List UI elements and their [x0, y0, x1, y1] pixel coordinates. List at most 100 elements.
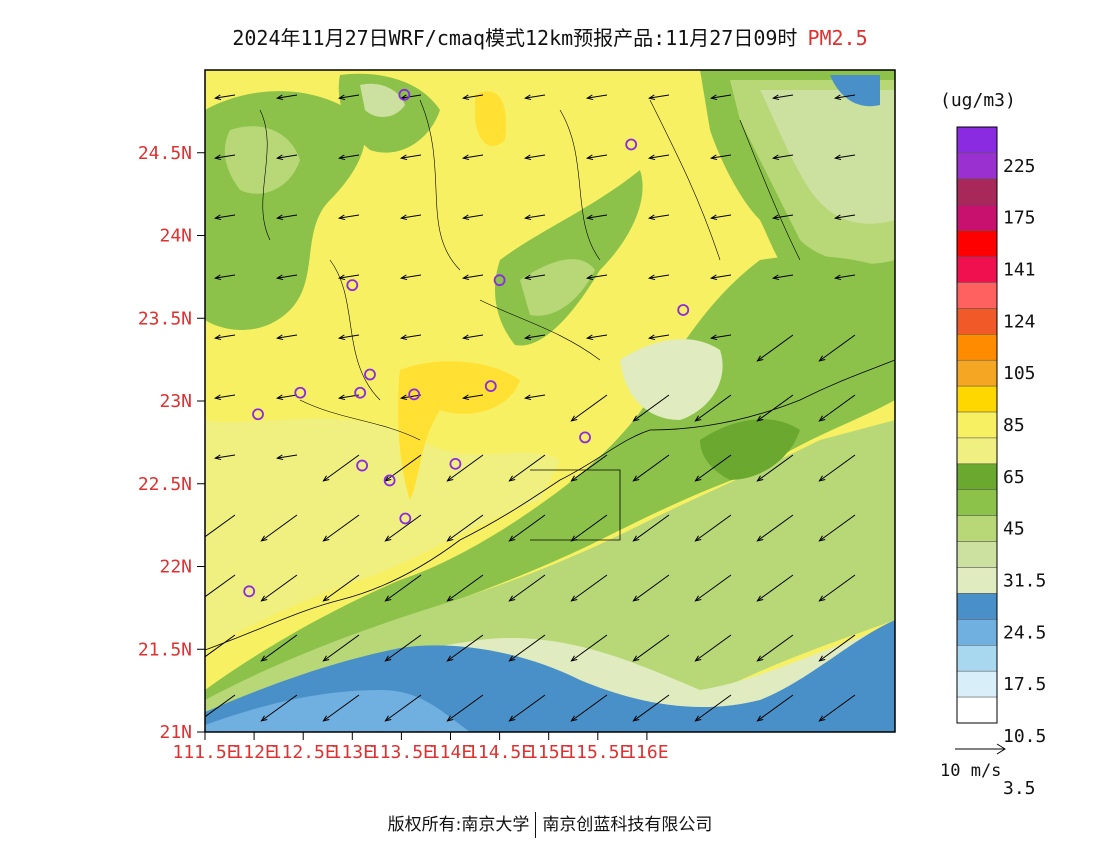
wind-arrow — [694, 454, 732, 482]
wind-arrow — [694, 574, 732, 602]
legend-swatch — [956, 152, 998, 180]
wind-arrow — [213, 454, 236, 461]
wind-arrow — [647, 214, 670, 221]
y-tick-label: 23N — [159, 391, 192, 412]
legend-swatch — [956, 696, 998, 724]
field-coastal-green — [205, 255, 895, 711]
wind-arrow — [523, 154, 546, 161]
legend-label: 175 — [1003, 208, 1036, 229]
wind-field — [205, 94, 856, 722]
legend-label: 141 — [1003, 260, 1036, 281]
chart-title: 2024年11月27日WRF/cmaq模式12km预报产品:11月27日09时 P… — [0, 22, 1100, 51]
wind-arrow — [399, 214, 422, 221]
field-green-n-inner — [360, 83, 405, 117]
wind-arrow — [337, 214, 360, 221]
legend-swatch — [956, 411, 998, 439]
legend-swatch — [956, 463, 998, 491]
wind-arrow — [570, 694, 608, 722]
wind-arrow — [632, 394, 670, 422]
legend-swatch — [956, 670, 998, 698]
wind-arrow — [213, 394, 236, 401]
wind-arrow — [570, 574, 608, 602]
wind-arrow — [632, 574, 670, 602]
y-axis: 21N 21.5N 22N 22.5N 23N 23.5N 24N 24.5N — [138, 143, 205, 743]
wind-arrow — [260, 574, 298, 602]
admin-boundaries — [259, 99, 801, 441]
wind-arrow — [275, 334, 298, 341]
wind-arrow — [213, 334, 236, 341]
wind-arrow — [275, 154, 298, 161]
station-marker — [399, 512, 412, 525]
station-marker — [398, 88, 411, 101]
legend-swatch — [956, 178, 998, 205]
y-tick-label: 21N — [159, 722, 192, 743]
station-marker — [364, 368, 376, 381]
wind-arrow — [213, 94, 236, 101]
legend-swatch — [956, 359, 998, 387]
wind-arrow — [647, 154, 670, 161]
legend-label: 85 — [1003, 415, 1025, 436]
legend-swatch — [956, 645, 998, 672]
map-field — [205, 70, 895, 732]
wind-arrow — [275, 394, 298, 401]
legend-swatch — [956, 204, 998, 231]
wind-arrow — [709, 154, 732, 161]
wind-arrow — [461, 94, 484, 101]
wind-arrow — [647, 334, 670, 341]
legend-swatch — [956, 489, 998, 516]
station-marker — [354, 386, 367, 399]
wind-arrow — [771, 214, 794, 221]
wind-arrow — [632, 634, 670, 662]
station-marker — [346, 279, 359, 292]
station-marker — [243, 585, 256, 598]
x-tick-label: 111.5E — [172, 742, 237, 763]
wind-arrow — [523, 94, 546, 101]
legend-swatch — [956, 515, 998, 542]
legend-label: 31.5 — [1003, 570, 1046, 591]
legend-units: (ug/m3) — [940, 90, 1016, 111]
station-markers — [243, 88, 690, 598]
wind-arrow — [384, 634, 422, 662]
wind-arrow — [322, 454, 360, 482]
field-light-yellow — [205, 418, 560, 650]
wind-arrow — [833, 94, 856, 101]
x-tick-label: 113.5E — [369, 742, 434, 763]
y-tick-label: 24N — [159, 226, 192, 247]
wind-arrow — [647, 274, 670, 281]
wind-arrow — [570, 514, 608, 542]
wind-arrow — [275, 454, 298, 461]
wind-arrow — [384, 514, 422, 542]
station-marker — [449, 457, 462, 470]
wind-arrow — [818, 334, 856, 362]
wind-arrow — [399, 334, 422, 341]
wind-arrow — [709, 214, 732, 221]
legend-label: 10.5 — [1003, 726, 1046, 747]
wind-arrow — [585, 334, 608, 341]
station-marker — [625, 138, 638, 151]
wind-arrow — [818, 634, 856, 662]
wind-scale-arrow — [955, 743, 1006, 755]
legend-label: 24.5 — [1003, 622, 1046, 643]
wind-arrow — [508, 574, 546, 602]
legend-label: 17.5 — [1003, 674, 1046, 695]
wind-arrow — [585, 274, 608, 281]
title-pollutant: PM2.5 — [807, 26, 868, 50]
wind-arrow — [694, 514, 732, 542]
field-green-c-inner — [520, 259, 595, 316]
station-marker — [484, 380, 497, 393]
x-tick-label: 114E — [429, 742, 472, 763]
x-tick-label: 115E — [527, 742, 570, 763]
station-marker — [677, 304, 690, 316]
y-tick-label: 21.5N — [138, 639, 192, 660]
wind-arrow — [399, 154, 422, 161]
wind-arrow — [213, 214, 236, 221]
wind-arrow — [570, 394, 608, 422]
y-tick-label: 22N — [159, 557, 192, 578]
x-tick-label: 112.5E — [271, 742, 336, 763]
field-pale-patch — [620, 339, 723, 420]
wind-arrow — [322, 694, 360, 722]
wind-arrow — [818, 454, 856, 482]
wind-arrow — [446, 454, 484, 482]
wind-arrow — [399, 274, 422, 281]
field-green-nw-inner — [224, 126, 300, 194]
